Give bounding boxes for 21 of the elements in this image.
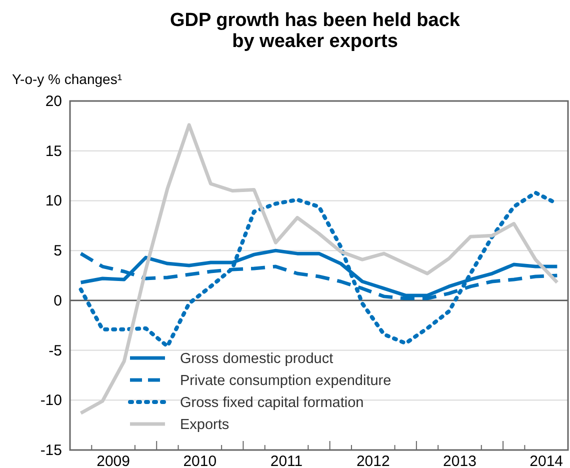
y-tick-label: 15 <box>45 142 62 160</box>
y-tick-label: 5 <box>54 242 62 260</box>
chart-title: GDP growth has been held back by weaker exports <box>170 10 460 52</box>
x-tick-label: 2014 <box>530 453 564 468</box>
y-tick-label: 20 <box>45 93 62 110</box>
legend-label: Gross domestic product <box>180 351 334 367</box>
x-tick-label: 2013 <box>443 453 476 468</box>
x-tick-label: 2012 <box>356 453 390 468</box>
legend-label: Exports <box>180 417 230 433</box>
line-series <box>79 123 559 415</box>
y-axis-title: Y-o-y % changes¹ <box>12 71 122 87</box>
x-tick-label: 2010 <box>183 453 217 468</box>
x-tick-label: 2011 <box>270 453 303 468</box>
y-tick-label: -10 <box>40 392 62 410</box>
y-tick-label: -5 <box>48 342 62 360</box>
y-tick-label: 0 <box>54 292 62 310</box>
y-tick-label: -15 <box>40 442 62 459</box>
legend-label: Private consumption expenditure <box>180 373 392 389</box>
y-tick-label: 10 <box>45 192 62 210</box>
x-tick-label: 2009 <box>96 453 130 468</box>
legend-label: Gross fixed capital formation <box>180 395 364 411</box>
